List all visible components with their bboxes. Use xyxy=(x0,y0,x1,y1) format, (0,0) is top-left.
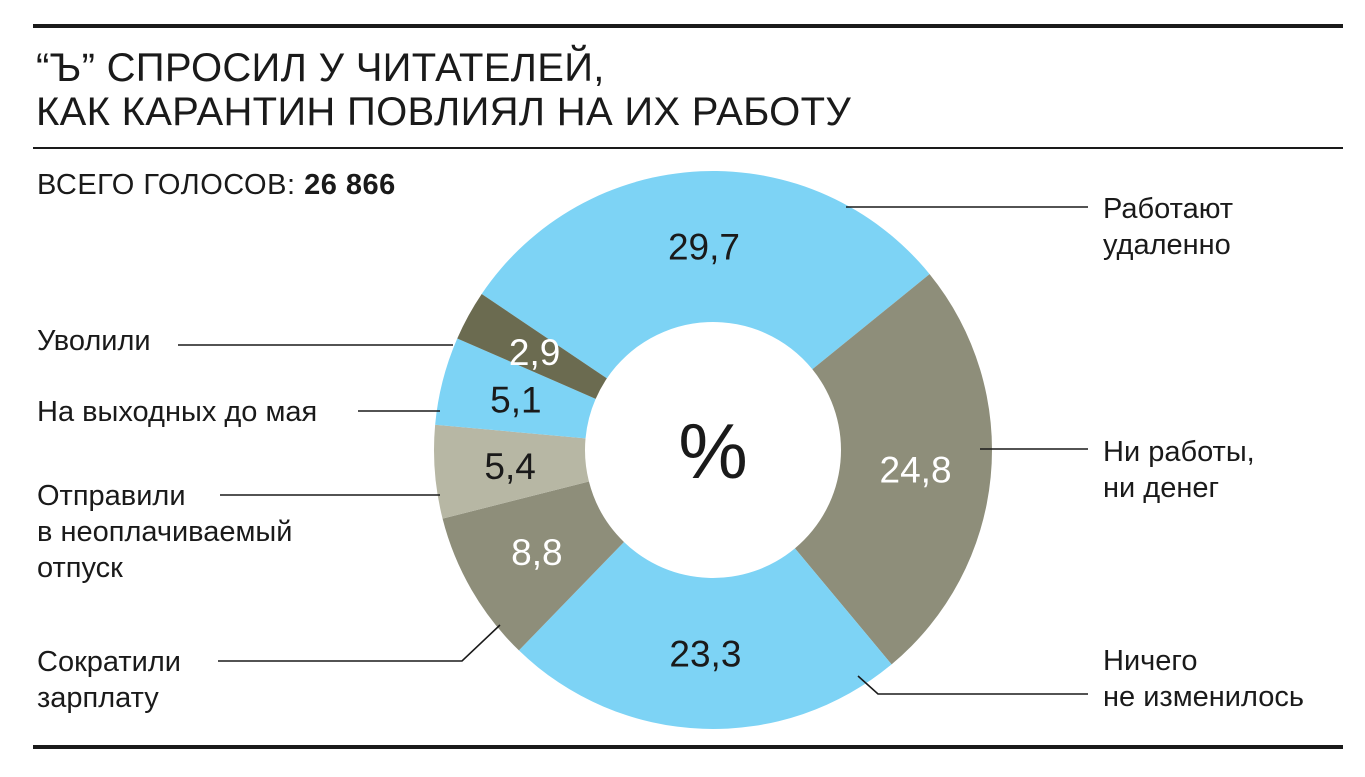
slice-value-label: 23,3 xyxy=(669,633,741,674)
leader-lines xyxy=(178,206,1088,695)
slice-category-label: Работают xyxy=(1103,193,1233,225)
slice-category-label: в неоплачиваемый xyxy=(37,516,292,548)
slice-category-label: не изменилось xyxy=(1103,681,1304,713)
slice-value-label: 29,7 xyxy=(668,227,740,268)
slice-value-label: 24,8 xyxy=(880,450,952,491)
title-line-2: КАК КАРАНТИН ПОВЛИЯЛ НА ИХ РАБОТУ xyxy=(36,90,852,134)
title-line-1: “Ъ” СПРОСИЛ У ЧИТАТЕЛЕЙ, xyxy=(36,46,605,90)
slice-category-label: удаленно xyxy=(1103,229,1231,261)
slice-value-label: 2,9 xyxy=(509,332,560,373)
slice-category-label: Отправили xyxy=(37,480,186,512)
slice-category-label: Ничего xyxy=(1103,645,1197,677)
donut-slice xyxy=(442,481,624,651)
slice-value-label: 5,4 xyxy=(484,446,535,487)
slice-value-label: 5,1 xyxy=(490,379,541,420)
slice-values: 29,7 24,8 23,3 8,8 5,4 5,1 2,9 xyxy=(484,227,951,675)
donut-slice xyxy=(794,274,992,665)
donut-slice xyxy=(434,424,589,519)
top-rule xyxy=(33,24,1343,28)
leader-line xyxy=(218,624,501,662)
donut-slice xyxy=(518,541,892,729)
donut-slice xyxy=(435,338,596,439)
slice-value-label: 8,8 xyxy=(511,532,562,573)
slice-category-label: отпуск xyxy=(37,552,123,584)
slice-labels: Работают удаленно Ни работы, ни денег Ничего… xyxy=(37,193,1304,714)
chart-title: “Ъ” СПРОСИЛ У ЧИТАТЕЛЕЙ, КАК КАРАНТИН ПО… xyxy=(36,46,851,134)
leader-line xyxy=(857,675,1088,695)
center-percent-label: % xyxy=(678,407,747,495)
slice-category-label: Сократили xyxy=(37,646,181,678)
total-votes-value: 26 866 xyxy=(304,169,396,201)
total-votes-label: ВСЕГО ГОЛОСОВ: xyxy=(37,169,305,201)
donut-slices xyxy=(434,171,992,729)
donut-slice xyxy=(481,171,930,379)
slice-category-label: Ни работы, xyxy=(1103,436,1255,468)
donut-slice xyxy=(457,293,607,399)
slice-category-label: Уволили xyxy=(37,325,151,357)
slice-category-label: ни денег xyxy=(1103,472,1219,504)
middle-rule xyxy=(33,147,1343,149)
total-votes: ВСЕГО ГОЛОСОВ: 26 866 xyxy=(37,169,396,202)
slice-category-label: На выходных до мая xyxy=(37,396,317,428)
bottom-rule xyxy=(33,745,1343,749)
slice-category-label: зарплату xyxy=(37,682,159,714)
